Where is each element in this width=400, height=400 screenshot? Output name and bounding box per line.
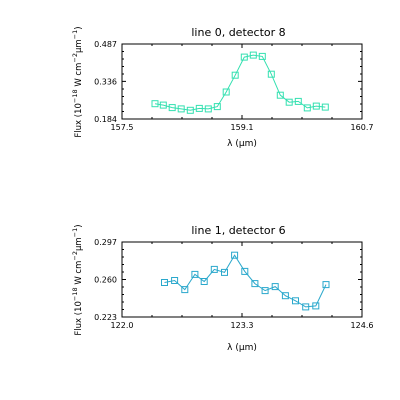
x-ticks: 122.0 123.3 124.6 [111, 242, 374, 330]
ylabel-superscript: −18 [71, 89, 79, 103]
data-point [303, 104, 311, 112]
chart-panel-line0: line 0, detector 8 157.5 159.1 160.7 0.184… [71, 26, 373, 149]
x-tick-label: 157.5 [111, 123, 134, 132]
data-point [271, 283, 279, 291]
ylabel-part: Flux (10 [74, 103, 84, 138]
y-tick-label: 0.184 [94, 115, 117, 124]
data-point [159, 101, 167, 109]
series-group [151, 51, 329, 114]
data-point [200, 278, 208, 285]
data-point [168, 104, 176, 112]
y-tick-label: 0.487 [94, 40, 117, 49]
data-point [294, 97, 302, 105]
ylabel-superscript: −2 [71, 251, 79, 261]
data-point [281, 292, 289, 300]
ylabel-part: ) [74, 224, 84, 227]
y-axis-label: Flux (10−18 W cm−2μm−1) [71, 26, 84, 137]
ylabel-superscript: −18 [71, 287, 79, 301]
data-point [312, 302, 320, 310]
y-ticks: 0.184 0.336 0.487 [94, 40, 362, 124]
y-ticks: 0.223 0.260 0.297 [94, 238, 362, 322]
data-point [213, 103, 221, 111]
series-line [154, 54, 326, 111]
ylabel-superscript: −1 [71, 30, 79, 40]
data-point [221, 268, 228, 276]
data-point [186, 106, 194, 114]
chart-title: line 0, detector 8 [191, 26, 285, 39]
data-point [251, 280, 259, 288]
data-point [321, 103, 329, 111]
x-axis-label: λ (μm) [227, 343, 257, 353]
data-point [312, 102, 320, 110]
data-point [181, 286, 189, 294]
data-point [276, 91, 284, 99]
x-tick-label: 122.0 [111, 321, 134, 330]
data-point [231, 251, 239, 259]
x-ticks: 157.5 159.1 160.7 [111, 44, 374, 132]
y-tick-label: 0.223 [94, 313, 117, 322]
y-tick-label: 0.297 [94, 238, 117, 247]
data-point [285, 98, 293, 106]
data-point [241, 267, 249, 275]
ylabel-superscript: −1 [71, 228, 79, 238]
data-point [249, 51, 257, 59]
y-tick-label: 0.336 [94, 77, 117, 86]
ylabel-part: ) [74, 26, 84, 29]
data-point [204, 105, 212, 113]
data-point [191, 270, 199, 278]
data-point [302, 303, 310, 311]
data-point [195, 104, 203, 112]
ylabel-part: μm [74, 237, 84, 251]
data-point [292, 297, 299, 305]
data-point [222, 88, 230, 96]
ylabel-part: μm [74, 39, 84, 53]
data-point [161, 279, 168, 286]
data-point [231, 71, 239, 79]
data-point [151, 100, 159, 108]
data-point [210, 265, 218, 273]
data-point [258, 52, 266, 60]
x-tick-label: 160.7 [351, 123, 374, 132]
data-point [177, 105, 185, 113]
data-point [171, 277, 179, 284]
ylabel-superscript: −2 [71, 53, 79, 63]
ylabel-part: W cm [74, 261, 84, 288]
chart-panel-line1: line 1, detector 6 122.0 123.3 124.6 0.223… [71, 224, 373, 353]
data-point [322, 281, 330, 289]
ylabel-part: W cm [74, 63, 84, 90]
series-group [161, 251, 330, 311]
x-tick-label: 159.1 [231, 123, 254, 132]
y-axis-label: Flux (10−18 W cm−2μm−1) [71, 224, 84, 335]
data-point [261, 287, 269, 295]
data-point [267, 70, 275, 78]
y-tick-label: 0.260 [94, 276, 117, 285]
data-point [240, 53, 248, 61]
x-axis-label: λ (μm) [227, 139, 257, 149]
x-tick-label: 124.6 [351, 321, 374, 330]
ylabel-part: Flux (10 [74, 301, 84, 336]
chart-title: line 1, detector 6 [191, 224, 285, 237]
x-tick-label: 123.3 [231, 321, 254, 330]
